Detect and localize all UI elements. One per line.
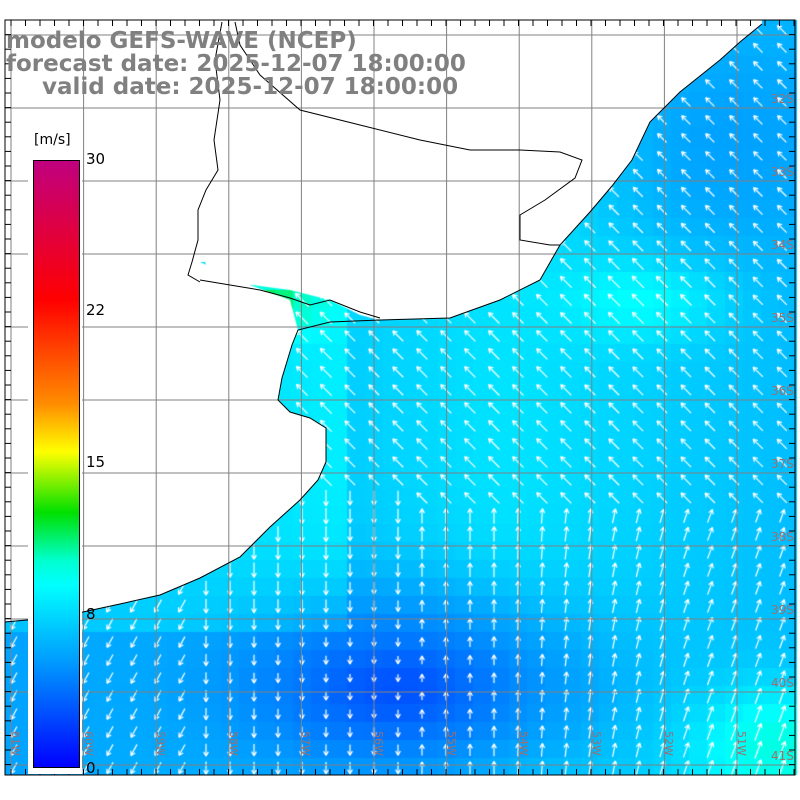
uruguay-river-border: [187, 21, 223, 283]
lat-label: 36S: [771, 384, 794, 398]
river-plate-north-shore: [199, 279, 381, 319]
valid-date: valid date: 2025-12-07 18:00:00: [42, 74, 459, 100]
lon-label: 51W: [735, 731, 748, 756]
colorbar-label-22: 22: [86, 301, 106, 319]
lat-lon-grid: [5, 20, 795, 775]
lon-label: 52W: [662, 731, 676, 756]
colorbar-unit: [m/s]: [34, 132, 71, 148]
lat-label: 33S: [771, 165, 794, 179]
lat-label: 41S: [771, 749, 794, 763]
lon-label: 53W: [589, 731, 603, 756]
colorbar-label-30: 30: [86, 150, 106, 168]
lat-label: 34S: [771, 238, 794, 252]
map-frame: [4, 19, 796, 776]
colorbar: [32, 159, 81, 769]
forecast-date: forecast date: 2025-12-07 18:00:00: [6, 51, 466, 77]
uruguay-brazil-border: [234, 21, 583, 246]
lat-label: 37S: [771, 457, 794, 471]
coastline: [4, 23, 763, 623]
colorbar-label-0: 0: [86, 759, 96, 777]
lat-label: 40S: [771, 676, 794, 690]
lon-label: 56W: [372, 731, 385, 756]
lon-label: 54W: [517, 731, 531, 756]
colorbar-label-8: 8: [86, 605, 96, 623]
lon-label: 59W: [154, 731, 168, 756]
lon-label: 60W: [81, 731, 95, 756]
lon-label: 57W: [299, 731, 313, 756]
frame-ticks: [5, 19, 795, 775]
lon-label: 61W: [9, 731, 22, 756]
lon-label: 55W: [444, 731, 458, 756]
lon-label: 58W: [226, 731, 240, 756]
lat-label: 32S: [771, 92, 794, 106]
model-title: modelo GEFS-WAVE (NCEP): [6, 28, 357, 54]
lat-label: 38S: [771, 530, 794, 544]
lat-label: 35S: [771, 311, 794, 325]
colorbar-label-15: 15: [86, 453, 106, 471]
lat-label: 39S: [771, 603, 794, 617]
